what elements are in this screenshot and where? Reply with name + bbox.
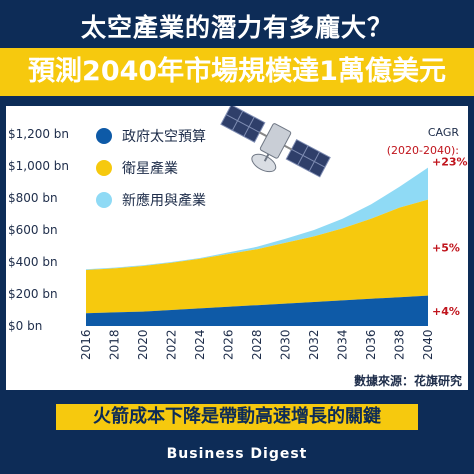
y-tick-label: $1,200 bn [8, 127, 69, 141]
legend-label: 新應用與產業 [122, 192, 206, 209]
chart-panel: $0 bn $200 bn $400 bn $600 bn $800 bn $1,000 … [6, 104, 468, 390]
x-axis: 2016 2018 2020 2022 2024 2026 2028 2030 2032 2034… [79, 329, 435, 360]
chart-areas [86, 167, 428, 326]
area-series-2 [86, 199, 428, 314]
cagr-value: +23% [432, 156, 468, 169]
y-tick-label: $800 bn [8, 191, 58, 205]
x-tick-label: 2018 [108, 329, 122, 360]
legend-swatch [96, 192, 112, 208]
cagr-value: +5% [432, 242, 460, 255]
subheadline: 預測2040年市場規模達1萬億美元 [28, 56, 446, 87]
x-tick-label: 2034 [336, 329, 350, 360]
x-tick-label: 2032 [307, 329, 321, 360]
x-tick-label: 2026 [222, 329, 236, 360]
headline: 太空產業的潛力有多龐大？ [80, 13, 393, 42]
legend-swatch [96, 160, 112, 176]
x-tick-label: 2022 [165, 329, 179, 360]
brand-logo-text: Business Digest [166, 446, 308, 462]
y-tick-label: $200 bn [8, 287, 58, 301]
x-tick-label: 2030 [279, 329, 293, 360]
headline-banner: 預測2040年市場規模達1萬億美元 [0, 48, 474, 96]
satellite-icon [220, 104, 331, 178]
y-tick-label: $0 bn [8, 319, 42, 333]
x-tick-label: 2028 [250, 329, 264, 360]
area-series-1 [86, 295, 428, 326]
x-tick-label: 2036 [364, 329, 378, 360]
cagr-header: CAGR [428, 126, 460, 139]
legend-label: 衛星產業 [122, 160, 178, 177]
x-tick-label: 2040 [421, 329, 435, 360]
x-tick-label: 2020 [136, 329, 150, 360]
legend-label: 政府太空預算 [122, 129, 206, 145]
y-tick-label: $600 bn [8, 223, 58, 237]
x-tick-label: 2024 [193, 329, 207, 360]
area-series-3 [86, 167, 428, 270]
data-source: 數據來源：花旗研究 [353, 374, 462, 388]
x-tick-label: 2016 [79, 329, 93, 360]
legend-swatch [96, 128, 112, 144]
cagr-period: (2020-2040): [387, 144, 459, 157]
y-axis: $0 bn $200 bn $400 bn $600 bn $800 bn $1,000 … [8, 127, 69, 333]
y-tick-label: $400 bn [8, 255, 58, 269]
y-tick-label: $1,000 bn [8, 159, 69, 173]
cagr-value: +4% [432, 305, 460, 318]
tagline: 火箭成本下降是帶動高速增長的關鍵 [56, 404, 418, 430]
stacked-area-chart: $0 bn $200 bn $400 bn $600 bn $800 bn $1,000 … [8, 104, 468, 360]
x-tick-label: 2038 [393, 329, 407, 360]
cagr-annotations: CAGR (2020-2040): +4% +5% +23% [387, 126, 468, 318]
